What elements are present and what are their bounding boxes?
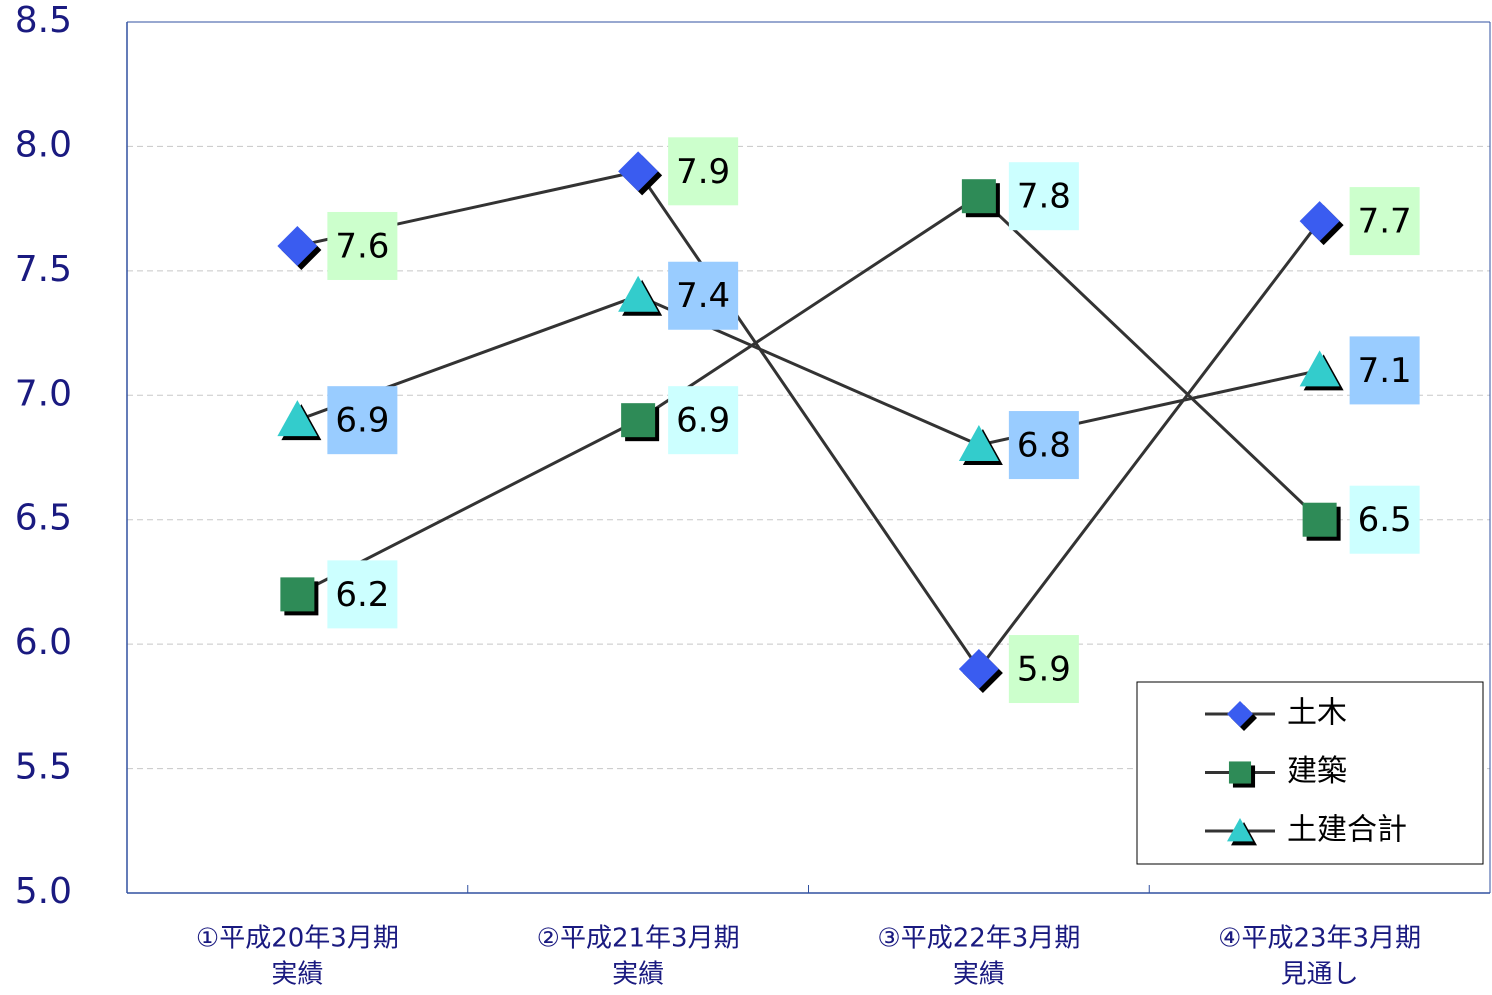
data-label: 6.9	[676, 401, 730, 441]
x-tick-label: 実績	[953, 960, 1005, 990]
legend-marker	[1228, 761, 1252, 784]
legend-marker	[1227, 701, 1253, 727]
y-tick-label: 6.0	[15, 622, 72, 663]
data-label: 7.4	[676, 276, 730, 316]
data-label-box	[668, 261, 739, 330]
x-tick-label: ②平成21年3月期	[537, 924, 740, 954]
data-label-box	[1349, 485, 1420, 554]
data-label-box	[1349, 336, 1420, 405]
data-point	[618, 275, 659, 312]
series-line	[296, 294, 1320, 447]
data-label: 6.9	[335, 401, 389, 441]
legend-box	[1136, 681, 1484, 865]
y-tick-label: 5.0	[15, 871, 72, 912]
data-label-box	[1349, 187, 1420, 256]
data-label: 7.6	[335, 226, 389, 266]
data-point	[1299, 350, 1340, 387]
data-point	[1302, 502, 1337, 537]
data-label: 6.5	[1358, 500, 1412, 540]
x-tick-label: ①平成20年3月期	[196, 924, 399, 954]
series-line	[296, 194, 1321, 596]
data-label: 7.8	[1017, 177, 1071, 217]
series-line	[297, 169, 1321, 672]
data-point	[277, 400, 318, 437]
y-tick-label: 8.5	[15, 0, 72, 41]
data-point	[961, 179, 996, 214]
data-label-box	[327, 386, 398, 455]
y-tick-label: 7.5	[15, 249, 72, 290]
x-tick-label: ③平成22年3月期	[877, 924, 1080, 954]
y-tick-label: 6.5	[15, 498, 72, 539]
data-label: 7.1	[1358, 351, 1412, 391]
data-point	[280, 577, 315, 612]
data-label: 6.8	[1017, 426, 1071, 466]
data-point	[277, 225, 318, 266]
data-label-box	[327, 211, 398, 280]
data-label-box	[1008, 635, 1079, 704]
legend-label: 建築	[1287, 754, 1347, 789]
data-label-box	[668, 137, 739, 206]
x-tick-label: 実績	[271, 960, 323, 990]
data-point	[621, 403, 656, 438]
data-label-box	[327, 560, 398, 629]
data-point	[1299, 201, 1340, 242]
data-point	[958, 649, 999, 690]
data-point	[618, 151, 659, 192]
y-tick-label: 7.0	[15, 373, 72, 414]
data-label: 7.7	[1358, 202, 1412, 242]
data-label: 5.9	[1017, 650, 1071, 690]
y-tick-label: 8.0	[15, 124, 72, 165]
legend-label: 土木	[1287, 696, 1347, 731]
data-label: 7.9	[676, 152, 730, 192]
x-tick-label: 実績	[612, 960, 664, 990]
data-label-box	[1008, 411, 1079, 480]
data-label: 6.2	[335, 575, 389, 615]
data-point	[958, 425, 999, 462]
data-label-box	[1008, 162, 1079, 231]
legend-label: 土建合計	[1287, 813, 1407, 848]
legend-marker	[1227, 818, 1253, 842]
y-tick-label: 5.5	[15, 747, 72, 788]
data-label-box	[668, 386, 739, 455]
x-tick-label: ④平成23年3月期	[1218, 924, 1421, 954]
x-tick-label: 見通し	[1281, 960, 1359, 990]
